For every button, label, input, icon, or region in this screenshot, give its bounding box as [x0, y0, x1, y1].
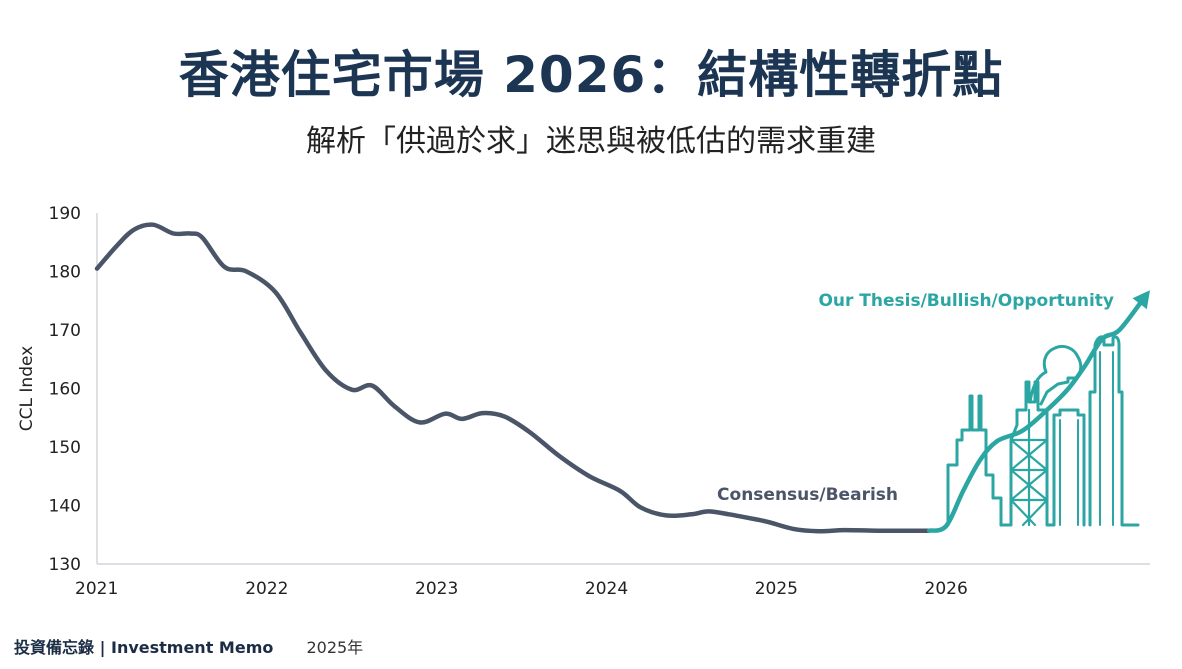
skyline-building-a [946, 394, 1003, 527]
y-tick-labels: 130 140 150 160 170 180 190 [49, 204, 81, 575]
y-tick-label: 140 [49, 497, 81, 517]
y-tick-label: 130 [49, 555, 81, 575]
x-tick-label: 2023 [415, 579, 458, 599]
y-axis-label: CCL Index [17, 346, 37, 431]
series-thesis-bullish-line [926, 295, 1147, 533]
page-title: 香港住宅市場 2026：結構性轉折點 [178, 46, 1004, 104]
x-tick-label: 2021 [75, 579, 118, 599]
y-tick-label: 190 [49, 204, 81, 224]
skyline-bank-lattice [1009, 408, 1049, 527]
y-tick-label: 160 [49, 380, 81, 400]
x-tick-labels: 2021 2022 2023 2024 2025 2026 [75, 579, 968, 599]
x-tick-label: 2024 [585, 579, 628, 599]
footer-year: 2025年 [306, 638, 364, 657]
footer-brand: 投資備忘錄 | Investment Memo [14, 638, 274, 657]
x-tick-label: 2025 [755, 579, 798, 599]
x-tick-label: 2022 [245, 579, 288, 599]
page-subtitle: 解析「供過於求」迷思與被低估的需求重建 [306, 124, 876, 159]
y-tick-label: 180 [49, 263, 81, 283]
thesis-arrowhead-icon [1132, 290, 1150, 310]
x-tick-label: 2026 [925, 579, 968, 599]
annotation-consensus-label: Consensus/Bearish [717, 485, 898, 505]
skyline-building-c [1052, 408, 1086, 527]
annotation-thesis-label: Our Thesis/Bullish/Opportunity [818, 291, 1114, 311]
skyline-building-c-inner [1059, 419, 1079, 526]
y-tick-label: 150 [49, 438, 81, 458]
series-consensus-bearish-line [94, 222, 932, 534]
footer: 投資備忘錄 | Investment Memo 2025年 [14, 636, 363, 660]
skyline-building-e-inner [1099, 351, 1114, 526]
skyline-building-e [1088, 335, 1140, 527]
hong-kong-skyline-icon [946, 335, 1140, 527]
y-tick-label: 170 [49, 321, 81, 341]
